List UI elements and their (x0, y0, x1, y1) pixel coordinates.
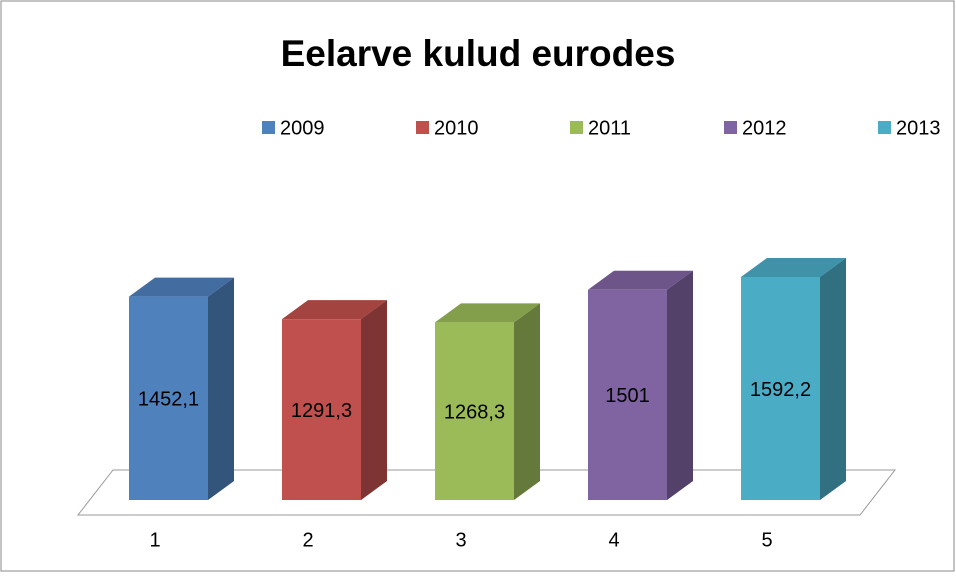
bar-side (361, 300, 387, 500)
bar-side-shade (208, 277, 234, 500)
legend-swatch (570, 121, 583, 134)
bar-top-shade (741, 258, 846, 277)
bar-side (208, 277, 234, 500)
bar (129, 296, 208, 500)
data-label: 1501 (605, 385, 650, 407)
legend-swatch (262, 121, 275, 134)
data-label: 1452,1 (138, 389, 199, 411)
bar-side-shade (361, 300, 387, 500)
bar-side-shade (820, 258, 846, 500)
data-label: 1268,3 (444, 401, 505, 423)
legend-swatch (878, 121, 891, 134)
bar-side-shade (514, 303, 540, 500)
x-tick-label: 4 (608, 529, 619, 551)
chart-title: Eelarve kulud eurodes (281, 33, 676, 74)
bar-top (588, 270, 693, 290)
bar-top (282, 300, 387, 320)
bar (741, 277, 820, 500)
bar-top (129, 277, 234, 297)
bar-top-shade (129, 277, 234, 297)
x-tick-label: 3 (455, 529, 466, 551)
data-label: 1592,2 (750, 379, 811, 401)
legend-swatch (416, 121, 429, 134)
bar-side (667, 270, 693, 500)
legend-swatch (724, 121, 737, 134)
legend-label: 2011 (588, 117, 631, 139)
bar-side-shade (667, 270, 693, 500)
bar-top-shade (588, 270, 693, 290)
bar (282, 319, 361, 500)
bar-side (820, 258, 846, 500)
legend-label: 2009 (280, 117, 325, 139)
bar-top (435, 303, 540, 323)
bar-top-shade (282, 300, 387, 320)
legend-label: 2010 (434, 117, 479, 139)
bar-top (741, 258, 846, 277)
x-tick-label: 5 (761, 529, 772, 551)
data-label: 1291,3 (291, 400, 352, 422)
x-tick-label: 1 (149, 529, 160, 551)
bar-side (514, 303, 540, 500)
bar-top-shade (435, 303, 540, 323)
x-tick-label: 2 (302, 529, 313, 551)
bar (588, 289, 667, 500)
bar (435, 322, 514, 500)
legend-label: 2012 (742, 117, 787, 139)
legend-label: 2013 (896, 117, 941, 139)
